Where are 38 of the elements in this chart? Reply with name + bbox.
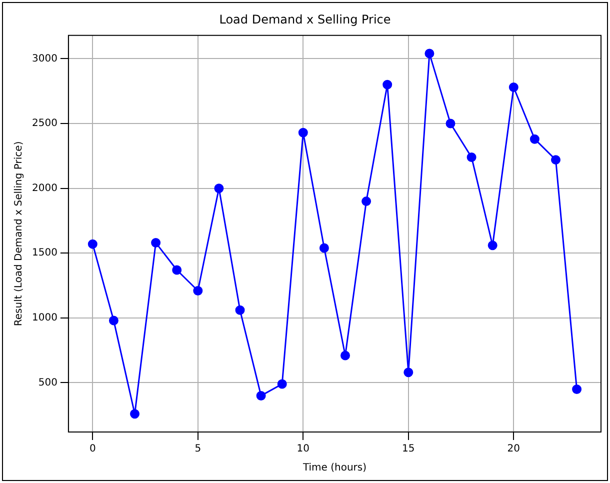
- point: [319, 243, 329, 253]
- point: [277, 379, 287, 389]
- point: [193, 286, 203, 296]
- y-tick-label: 1500: [32, 248, 58, 259]
- x-tick-label: 0: [89, 444, 96, 455]
- point: [382, 80, 392, 90]
- point: [446, 118, 456, 128]
- point: [550, 155, 560, 165]
- y-tick-label: 2000: [32, 182, 58, 194]
- x-axis-title: Time (hours): [302, 462, 367, 474]
- point: [404, 368, 414, 378]
- x-tick-label: 20: [507, 444, 520, 455]
- point: [130, 409, 140, 419]
- y-tick-label: 1000: [32, 312, 58, 324]
- chart-title: Load Demand x Selling Price: [219, 12, 391, 26]
- y-tick-label: 3000: [32, 53, 58, 64]
- point: [88, 239, 98, 249]
- point: [466, 152, 476, 162]
- point: [214, 184, 224, 194]
- point: [530, 134, 540, 144]
- point: [340, 350, 350, 360]
- point: [151, 238, 161, 248]
- point: [256, 390, 266, 400]
- point: [172, 265, 182, 275]
- point: [235, 305, 245, 315]
- y-tick-label: 2500: [32, 118, 58, 130]
- point: [298, 128, 308, 138]
- point: [424, 48, 434, 58]
- point: [488, 240, 498, 250]
- y-axis-title: Result (Load Demand x Selling Price): [14, 141, 25, 326]
- x-tick-label: 15: [402, 444, 415, 455]
- point: [108, 316, 118, 326]
- point: [362, 196, 372, 206]
- y-tick-label: 500: [38, 377, 58, 388]
- point: [572, 384, 582, 394]
- x-tick-label: 5: [194, 444, 202, 455]
- x-tick-label: 10: [296, 444, 310, 455]
- point: [508, 82, 518, 92]
